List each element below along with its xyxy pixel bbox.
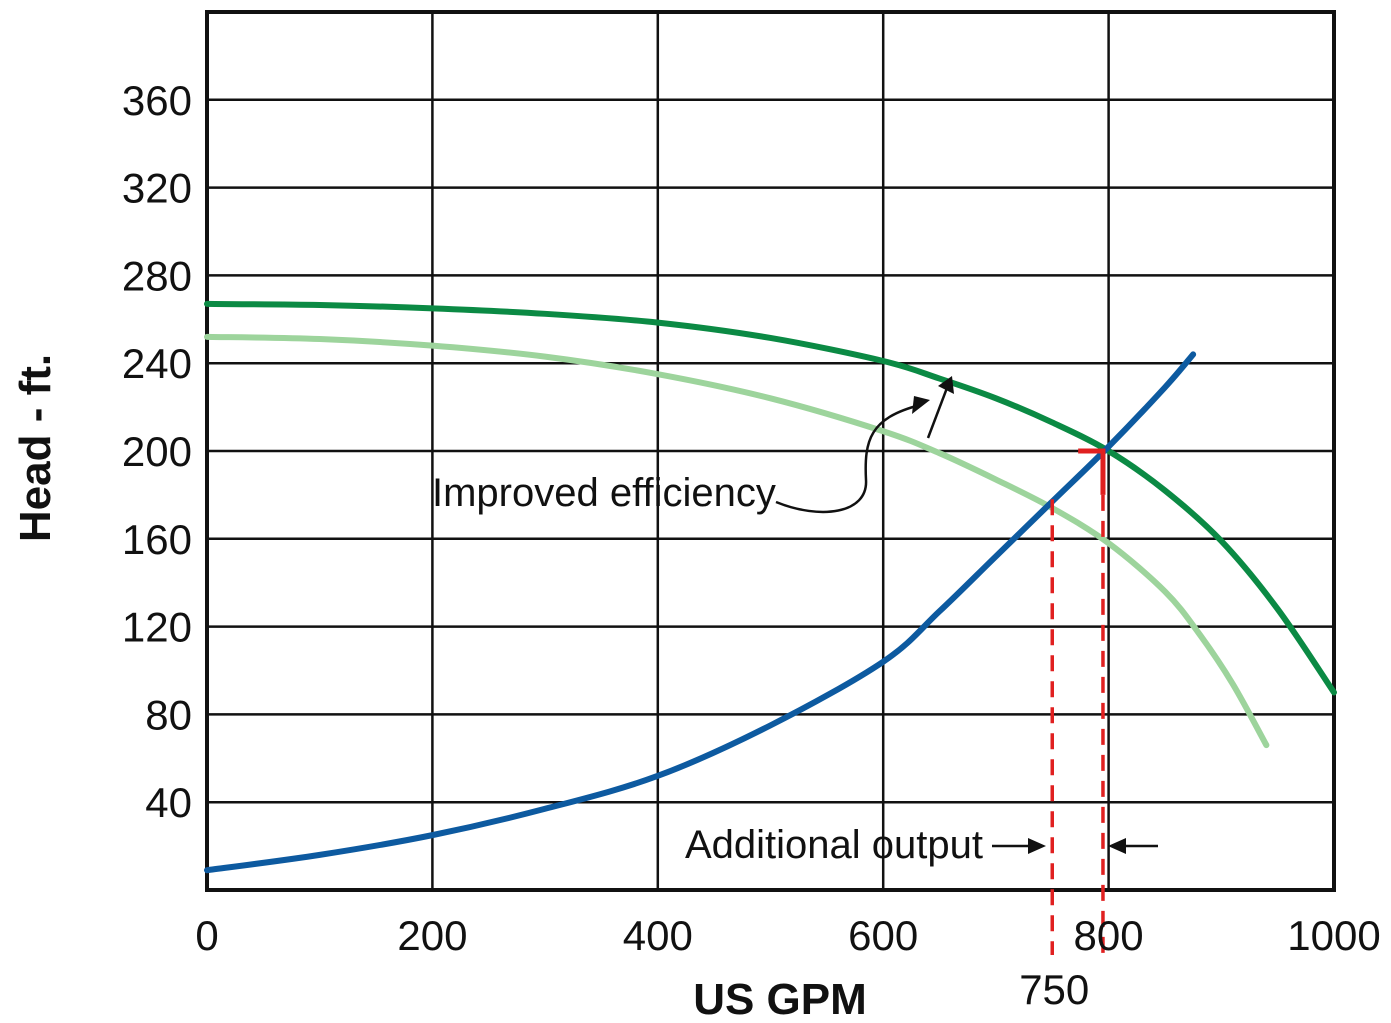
tick-layer: 0 200 400 600 800 1000 40 80 120 160 200 240 280 320 3…: [122, 77, 1381, 1013]
y-tick-label: 280: [122, 252, 192, 299]
x-tick-label-750: 750: [1019, 966, 1089, 1013]
x-tick-label: 0: [195, 912, 218, 959]
grid-layer: [205, 10, 1336, 892]
y-axis-title: Head - ft.: [11, 354, 60, 542]
x-axis-title: US GPM: [693, 975, 867, 1023]
x-tick-label: 800: [1074, 912, 1144, 959]
x-tick-label: 600: [848, 912, 918, 959]
y-tick-label: 120: [122, 604, 192, 651]
x-tick-label: 200: [397, 912, 467, 959]
y-tick-label: 240: [122, 340, 192, 387]
system-curve: [204, 351, 1197, 874]
operating-point-marker: [1078, 448, 1106, 495]
y-tick-label: 320: [122, 165, 192, 212]
plot-frame: [205, 10, 1336, 892]
improved-pump-curve: [204, 300, 1337, 696]
y-tick-label: 160: [122, 516, 192, 563]
improved-efficiency-leader: [775, 403, 921, 514]
additional-output-label: Additional output: [685, 823, 983, 867]
marker-layer: [1050, 448, 1106, 955]
y-tick-label: 360: [122, 77, 192, 124]
improved-efficiency-label: Improved efficiency: [432, 471, 776, 515]
original-pump-curve: [204, 333, 1270, 749]
arrowhead-icon: [1108, 838, 1126, 854]
y-tick-label: 80: [145, 691, 192, 738]
x-tick-label: 1000: [1287, 912, 1380, 959]
annotation-layer: Improved efficiency Additional output: [432, 376, 1158, 867]
arrowhead-icon: [912, 396, 930, 414]
arrowhead-icon: [1028, 838, 1046, 854]
y-tick-label: 200: [122, 428, 192, 475]
y-tick-label: 40: [145, 779, 192, 826]
series-layer: [204, 300, 1337, 874]
arrowhead-icon: [938, 376, 954, 394]
x-tick-label: 400: [623, 912, 693, 959]
